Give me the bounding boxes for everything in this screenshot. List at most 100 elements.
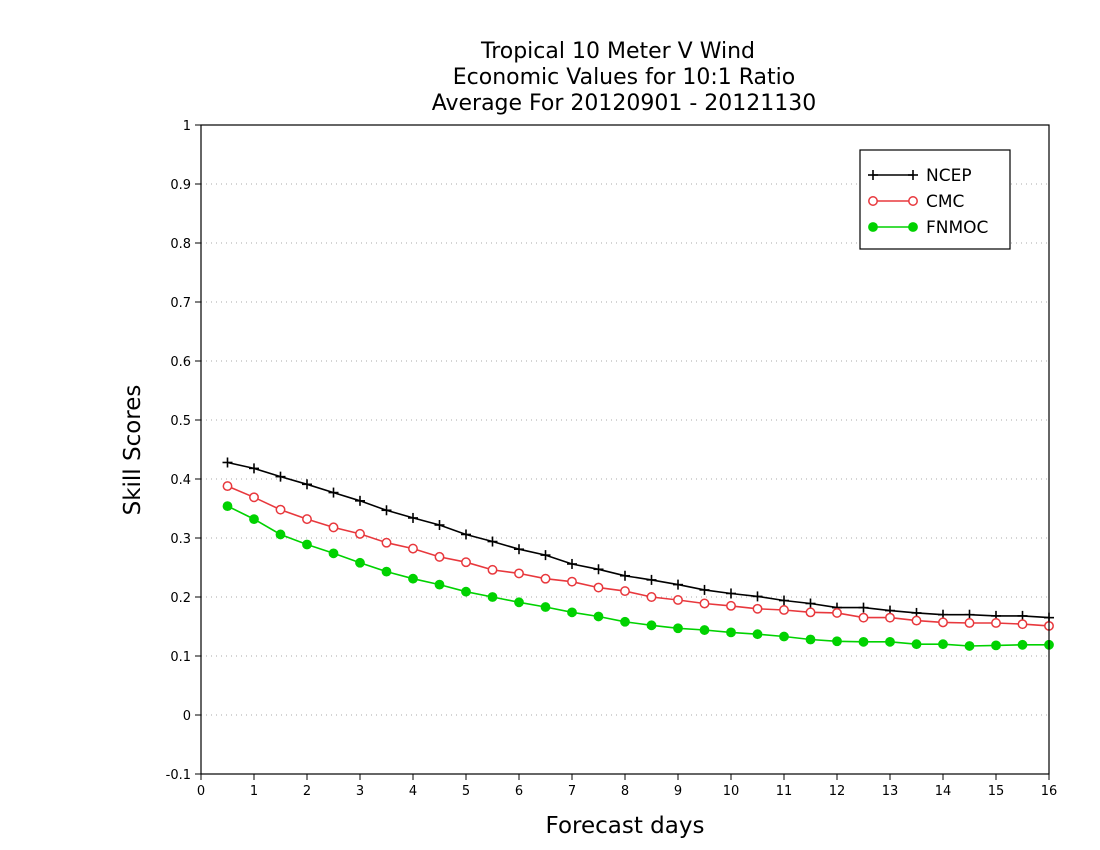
series-fnmoc-marker xyxy=(461,586,471,597)
series-fnmoc-marker xyxy=(779,631,789,642)
x-tick-label: 15 xyxy=(988,784,1005,799)
legend-ncep-marker xyxy=(868,170,878,180)
series-fnmoc-line xyxy=(227,505,1049,647)
y-tick-label: 0.4 xyxy=(170,473,191,488)
series-ncep xyxy=(222,457,1054,623)
series-fnmoc-marker xyxy=(487,592,498,602)
series-fnmoc-marker xyxy=(752,629,763,640)
y-tick-label: 0.5 xyxy=(170,414,191,429)
legend: NCEP CMC FNMOC xyxy=(859,149,1011,250)
legend-fnmoc-marker xyxy=(908,222,918,232)
legend-fnmoc-marker xyxy=(868,222,878,232)
series-ncep-marker xyxy=(302,479,312,490)
series-cmc-marker xyxy=(408,543,418,554)
series-cmc-marker xyxy=(964,618,975,628)
series-cmc-marker xyxy=(540,573,551,584)
y-tick-label: 0.6 xyxy=(170,355,191,370)
series-ncep-marker xyxy=(779,595,789,606)
x-tick-label: 4 xyxy=(409,784,417,799)
x-tick-label: 6 xyxy=(515,784,523,799)
series-ncep-marker xyxy=(805,598,816,609)
series-cmc-marker xyxy=(832,607,842,618)
series-cmc-line xyxy=(227,485,1050,627)
series-layer xyxy=(222,457,1054,651)
series-fnmoc-marker xyxy=(885,636,895,647)
x-tick-label: 3 xyxy=(356,784,364,799)
series-cmc-marker xyxy=(275,504,286,515)
series-fnmoc-marker xyxy=(381,566,392,577)
series-fnmoc-marker xyxy=(699,625,710,635)
series-fnmoc-marker xyxy=(434,579,445,590)
series-fnmoc-marker xyxy=(911,639,922,650)
series-ncep-marker xyxy=(408,512,418,523)
series-fnmoc-marker xyxy=(514,597,524,608)
legend-cmc-marker xyxy=(868,196,878,206)
series-ncep-marker xyxy=(222,457,233,468)
series-cmc-marker xyxy=(1017,619,1028,630)
series-ncep-marker xyxy=(858,602,869,613)
legend-item-ncep: NCEP xyxy=(868,166,972,186)
series-ncep-marker xyxy=(355,495,365,506)
y-tick-label: 0.7 xyxy=(170,296,191,311)
series-cmc-marker xyxy=(222,481,233,492)
series-cmc-marker xyxy=(434,551,445,562)
series-fnmoc-marker xyxy=(858,636,869,647)
legend-item-cmc: CMC xyxy=(868,192,964,212)
series-cmc-marker xyxy=(302,514,312,525)
series-cmc-marker xyxy=(593,582,604,593)
series-fnmoc-marker xyxy=(275,529,286,540)
series-cmc-marker xyxy=(646,592,657,602)
series-fnmoc-marker xyxy=(991,640,1001,651)
series-ncep-marker xyxy=(487,536,498,547)
x-tick-label: 7 xyxy=(568,784,576,799)
grid xyxy=(201,183,1049,716)
series-ncep-marker xyxy=(567,558,577,569)
series-fnmoc-marker xyxy=(328,548,339,559)
series-cmc-marker xyxy=(381,537,392,548)
series-cmc-marker xyxy=(461,557,471,568)
x-tick-label: 1 xyxy=(250,784,258,799)
series-cmc-marker xyxy=(673,595,683,605)
y-axis-label: Skill Scores xyxy=(120,385,146,516)
series-fnmoc-marker xyxy=(567,607,577,618)
series-ncep-marker xyxy=(434,520,445,531)
series-fnmoc xyxy=(222,501,1054,651)
title-line-3: Average For 20120901 - 20121130 xyxy=(432,91,817,116)
series-cmc-marker xyxy=(858,612,869,623)
series-ncep-marker xyxy=(275,471,286,482)
series-cmc xyxy=(222,481,1054,631)
series-ncep-marker xyxy=(593,564,604,575)
x-tick-label: 9 xyxy=(674,784,682,799)
series-ncep-marker xyxy=(673,579,683,590)
series-fnmoc-marker xyxy=(222,501,233,512)
series-ncep-marker xyxy=(726,588,736,599)
series-ncep-marker xyxy=(699,584,710,595)
chart-title: Tropical 10 Meter V Wind Economic Values… xyxy=(432,39,817,116)
legend-item-fnmoc: FNMOC xyxy=(868,218,988,238)
series-ncep-marker xyxy=(328,487,339,498)
series-fnmoc-marker xyxy=(249,514,259,525)
y-tick-label: 0.8 xyxy=(170,237,191,252)
series-ncep-marker xyxy=(540,550,551,561)
series-fnmoc-marker xyxy=(726,627,736,638)
series-cmc-marker xyxy=(885,612,895,623)
series-ncep-marker xyxy=(249,463,259,474)
x-tick-label: 14 xyxy=(935,784,952,799)
legend-label-ncep: NCEP xyxy=(926,166,972,186)
series-fnmoc-marker xyxy=(646,620,657,631)
series-fnmoc-marker xyxy=(408,573,418,584)
series-fnmoc-marker xyxy=(805,634,816,645)
series-fnmoc-marker xyxy=(540,602,551,612)
series-cmc-marker xyxy=(726,600,736,611)
series-cmc-marker xyxy=(567,576,577,587)
series-ncep-marker xyxy=(514,544,524,555)
x-axis: 0 1 2 3 4 5 6 7 8 9 10 11 12 13 14 15 16 xyxy=(197,774,1057,799)
series-cmc-marker xyxy=(487,564,498,575)
x-tick-label: 8 xyxy=(621,784,629,799)
x-tick-label: 5 xyxy=(462,784,470,799)
series-fnmoc-marker xyxy=(593,611,604,622)
series-ncep-marker xyxy=(620,570,630,581)
series-cmc-marker xyxy=(938,617,948,628)
legend-label-fnmoc: FNMOC xyxy=(926,218,988,238)
